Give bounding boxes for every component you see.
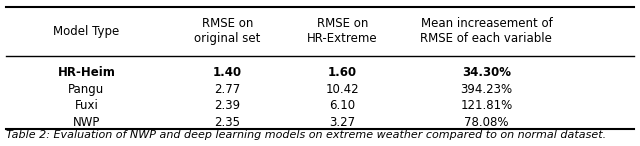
Text: 121.81%: 121.81% [460, 99, 513, 112]
Text: 394.23%: 394.23% [460, 82, 513, 96]
Text: Table 2: Evaluation of NWP and deep learning models on extreme weather compared : Table 2: Evaluation of NWP and deep lear… [6, 130, 607, 140]
Text: 1.40: 1.40 [212, 66, 242, 79]
Text: 2.35: 2.35 [214, 116, 240, 129]
Text: 78.08%: 78.08% [464, 116, 509, 129]
Text: 3.27: 3.27 [330, 116, 355, 129]
Text: 2.39: 2.39 [214, 99, 240, 112]
Text: 34.30%: 34.30% [462, 66, 511, 79]
Text: NWP: NWP [73, 116, 100, 129]
Text: 1.60: 1.60 [328, 66, 357, 79]
Text: Fuxi: Fuxi [74, 99, 99, 112]
Text: 2.77: 2.77 [214, 82, 241, 96]
Text: 10.42: 10.42 [326, 82, 359, 96]
Text: Model Type: Model Type [53, 25, 120, 38]
Text: Pangu: Pangu [68, 82, 104, 96]
Text: 6.10: 6.10 [330, 99, 355, 112]
Text: HR-Heim: HR-Heim [58, 66, 115, 79]
Text: RMSE on
original set: RMSE on original set [194, 17, 260, 45]
Text: Mean increasement of
RMSE of each variable: Mean increasement of RMSE of each variab… [420, 17, 552, 45]
Text: RMSE on
HR-Extreme: RMSE on HR-Extreme [307, 17, 378, 45]
